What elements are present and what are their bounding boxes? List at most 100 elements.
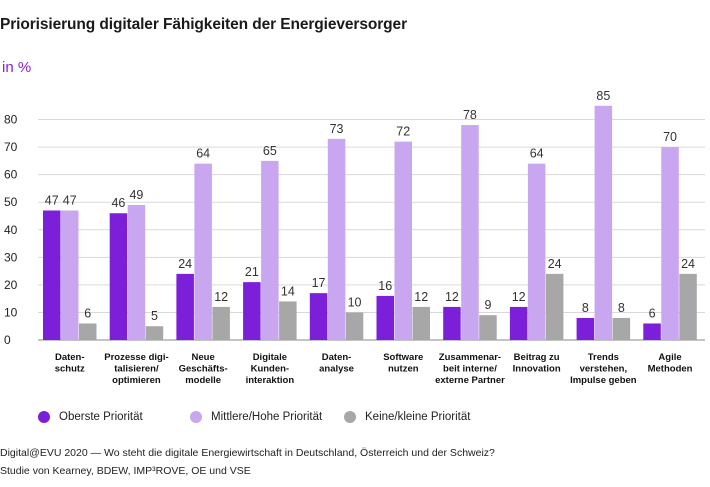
y-tick-label: 40: [4, 223, 18, 237]
data-label: 12: [214, 290, 228, 304]
x-tick-label: Methoden: [648, 364, 693, 375]
bar-chart: 0 10 20 30 40 50 60 70 80 47 47 6 Daten-schutz 46 49 5 P…: [4, 89, 705, 386]
bar: [394, 141, 412, 340]
legend-swatch: [344, 411, 356, 423]
bar: [479, 315, 497, 340]
data-label: 6: [649, 306, 656, 320]
y-tick-label: 20: [4, 278, 18, 292]
bar: [412, 306, 430, 340]
bar: [127, 204, 146, 340]
data-label: 72: [396, 125, 410, 139]
x-tick-label: Digitale: [253, 352, 287, 363]
bar: [612, 317, 631, 340]
x-tick-label: interaktion: [246, 375, 295, 386]
x-tick-label: Geschäfts-: [179, 364, 228, 375]
bar: [194, 163, 212, 340]
bar: [643, 323, 661, 340]
bar: [79, 323, 97, 340]
x-tick-label: nutzen: [388, 364, 419, 375]
data-label: 47: [45, 193, 59, 207]
bar: [443, 306, 461, 340]
data-label: 12: [445, 290, 459, 304]
legend-item-mittlere-hohe: Mittlere/Hohe Priorität: [190, 411, 322, 423]
source-line-2: Studie von Kearney, BDEW, IMP³ROVE, OE u…: [0, 465, 251, 477]
legend-swatch: [190, 411, 202, 423]
bar: [261, 160, 279, 340]
x-tick-label: analyse: [319, 364, 354, 375]
data-label: 24: [548, 257, 562, 271]
y-tick-label: 10: [4, 305, 18, 319]
data-label: 46: [111, 196, 125, 210]
unit-label: in %: [2, 59, 32, 76]
y-tick-label: 70: [4, 140, 18, 154]
legend-label: Mittlere/Hohe Priorität: [211, 411, 323, 423]
x-tick-label: beit interne/: [443, 364, 497, 375]
data-label: 24: [681, 257, 695, 271]
data-label: 85: [596, 89, 610, 103]
bar: [243, 282, 261, 340]
bar: [461, 125, 479, 340]
data-label: 78: [463, 108, 477, 122]
x-tick-label: verstehen,: [580, 364, 628, 375]
bar: [61, 210, 79, 340]
bar: [576, 317, 595, 340]
data-label: 8: [582, 301, 589, 315]
x-tick-label: Daten-: [55, 352, 85, 363]
bar: [212, 306, 230, 340]
x-tick-label: Agile: [658, 352, 681, 363]
data-label: 5: [151, 309, 158, 323]
bar: [661, 147, 679, 340]
x-tick-label: modelle: [185, 375, 221, 386]
bar: [376, 295, 394, 340]
x-tick-label: Daten-: [322, 352, 352, 363]
bar: [545, 273, 564, 340]
legend: Oberste Priorität Mittlere/Hohe Prioritä…: [38, 411, 678, 427]
x-tick-label: Zusammenar-: [439, 352, 501, 363]
data-label: 9: [484, 298, 491, 312]
y-tick-label: 50: [4, 195, 18, 209]
data-label: 64: [196, 147, 210, 161]
y-tick-label: 30: [4, 250, 18, 264]
legend-item-keine-kleine: Keine/kleine Priorität: [344, 411, 470, 423]
x-tick-label: Neue: [192, 352, 215, 363]
data-label: 10: [348, 295, 362, 309]
x-tick-label: Impulse geben: [570, 375, 637, 386]
x-tick-label: talisieren/: [114, 364, 159, 375]
bar: [43, 210, 61, 340]
bar: [145, 326, 164, 340]
x-tick-label: Trends: [588, 352, 619, 363]
chart-title: Priorisierung digitaler Fähigkeiten der …: [0, 16, 407, 33]
x-tick-label: Kunden-: [251, 364, 290, 375]
data-label: 49: [129, 188, 143, 202]
data-label: 24: [178, 257, 192, 271]
data-label: 65: [263, 144, 277, 158]
data-label: 14: [281, 284, 295, 298]
x-tick-label: optimieren: [112, 375, 161, 386]
legend-label: Oberste Priorität: [59, 411, 143, 423]
bar: [345, 312, 364, 340]
data-label: 16: [378, 279, 392, 293]
data-label: 21: [245, 265, 259, 279]
x-tick-label: Prozesse digi-: [104, 352, 168, 363]
bar: [176, 273, 194, 340]
bar: [679, 273, 697, 340]
data-label: 64: [530, 147, 544, 161]
data-label: 73: [330, 122, 344, 136]
y-tick-label: 0: [4, 333, 11, 347]
y-tick-label: 60: [4, 168, 18, 182]
source-line-1: Digital@EVU 2020 — Wo steht die digitale…: [0, 447, 495, 459]
bar: [527, 163, 546, 340]
data-label: 12: [414, 290, 428, 304]
x-tick-label: Innovation: [513, 364, 561, 375]
data-label: 6: [84, 306, 91, 320]
bar: [327, 138, 346, 340]
data-label: 12: [512, 290, 526, 304]
legend-label: Keine/kleine Priorität: [365, 411, 471, 423]
data-label: 17: [312, 276, 326, 290]
legend-swatch: [38, 411, 50, 423]
x-tick-label: Beitrag zu: [514, 352, 560, 363]
y-tick-label: 80: [4, 113, 18, 127]
legend-item-oberste: Oberste Priorität: [38, 411, 143, 423]
x-tick-label: externe Partner: [435, 375, 505, 386]
data-label: 8: [618, 301, 625, 315]
